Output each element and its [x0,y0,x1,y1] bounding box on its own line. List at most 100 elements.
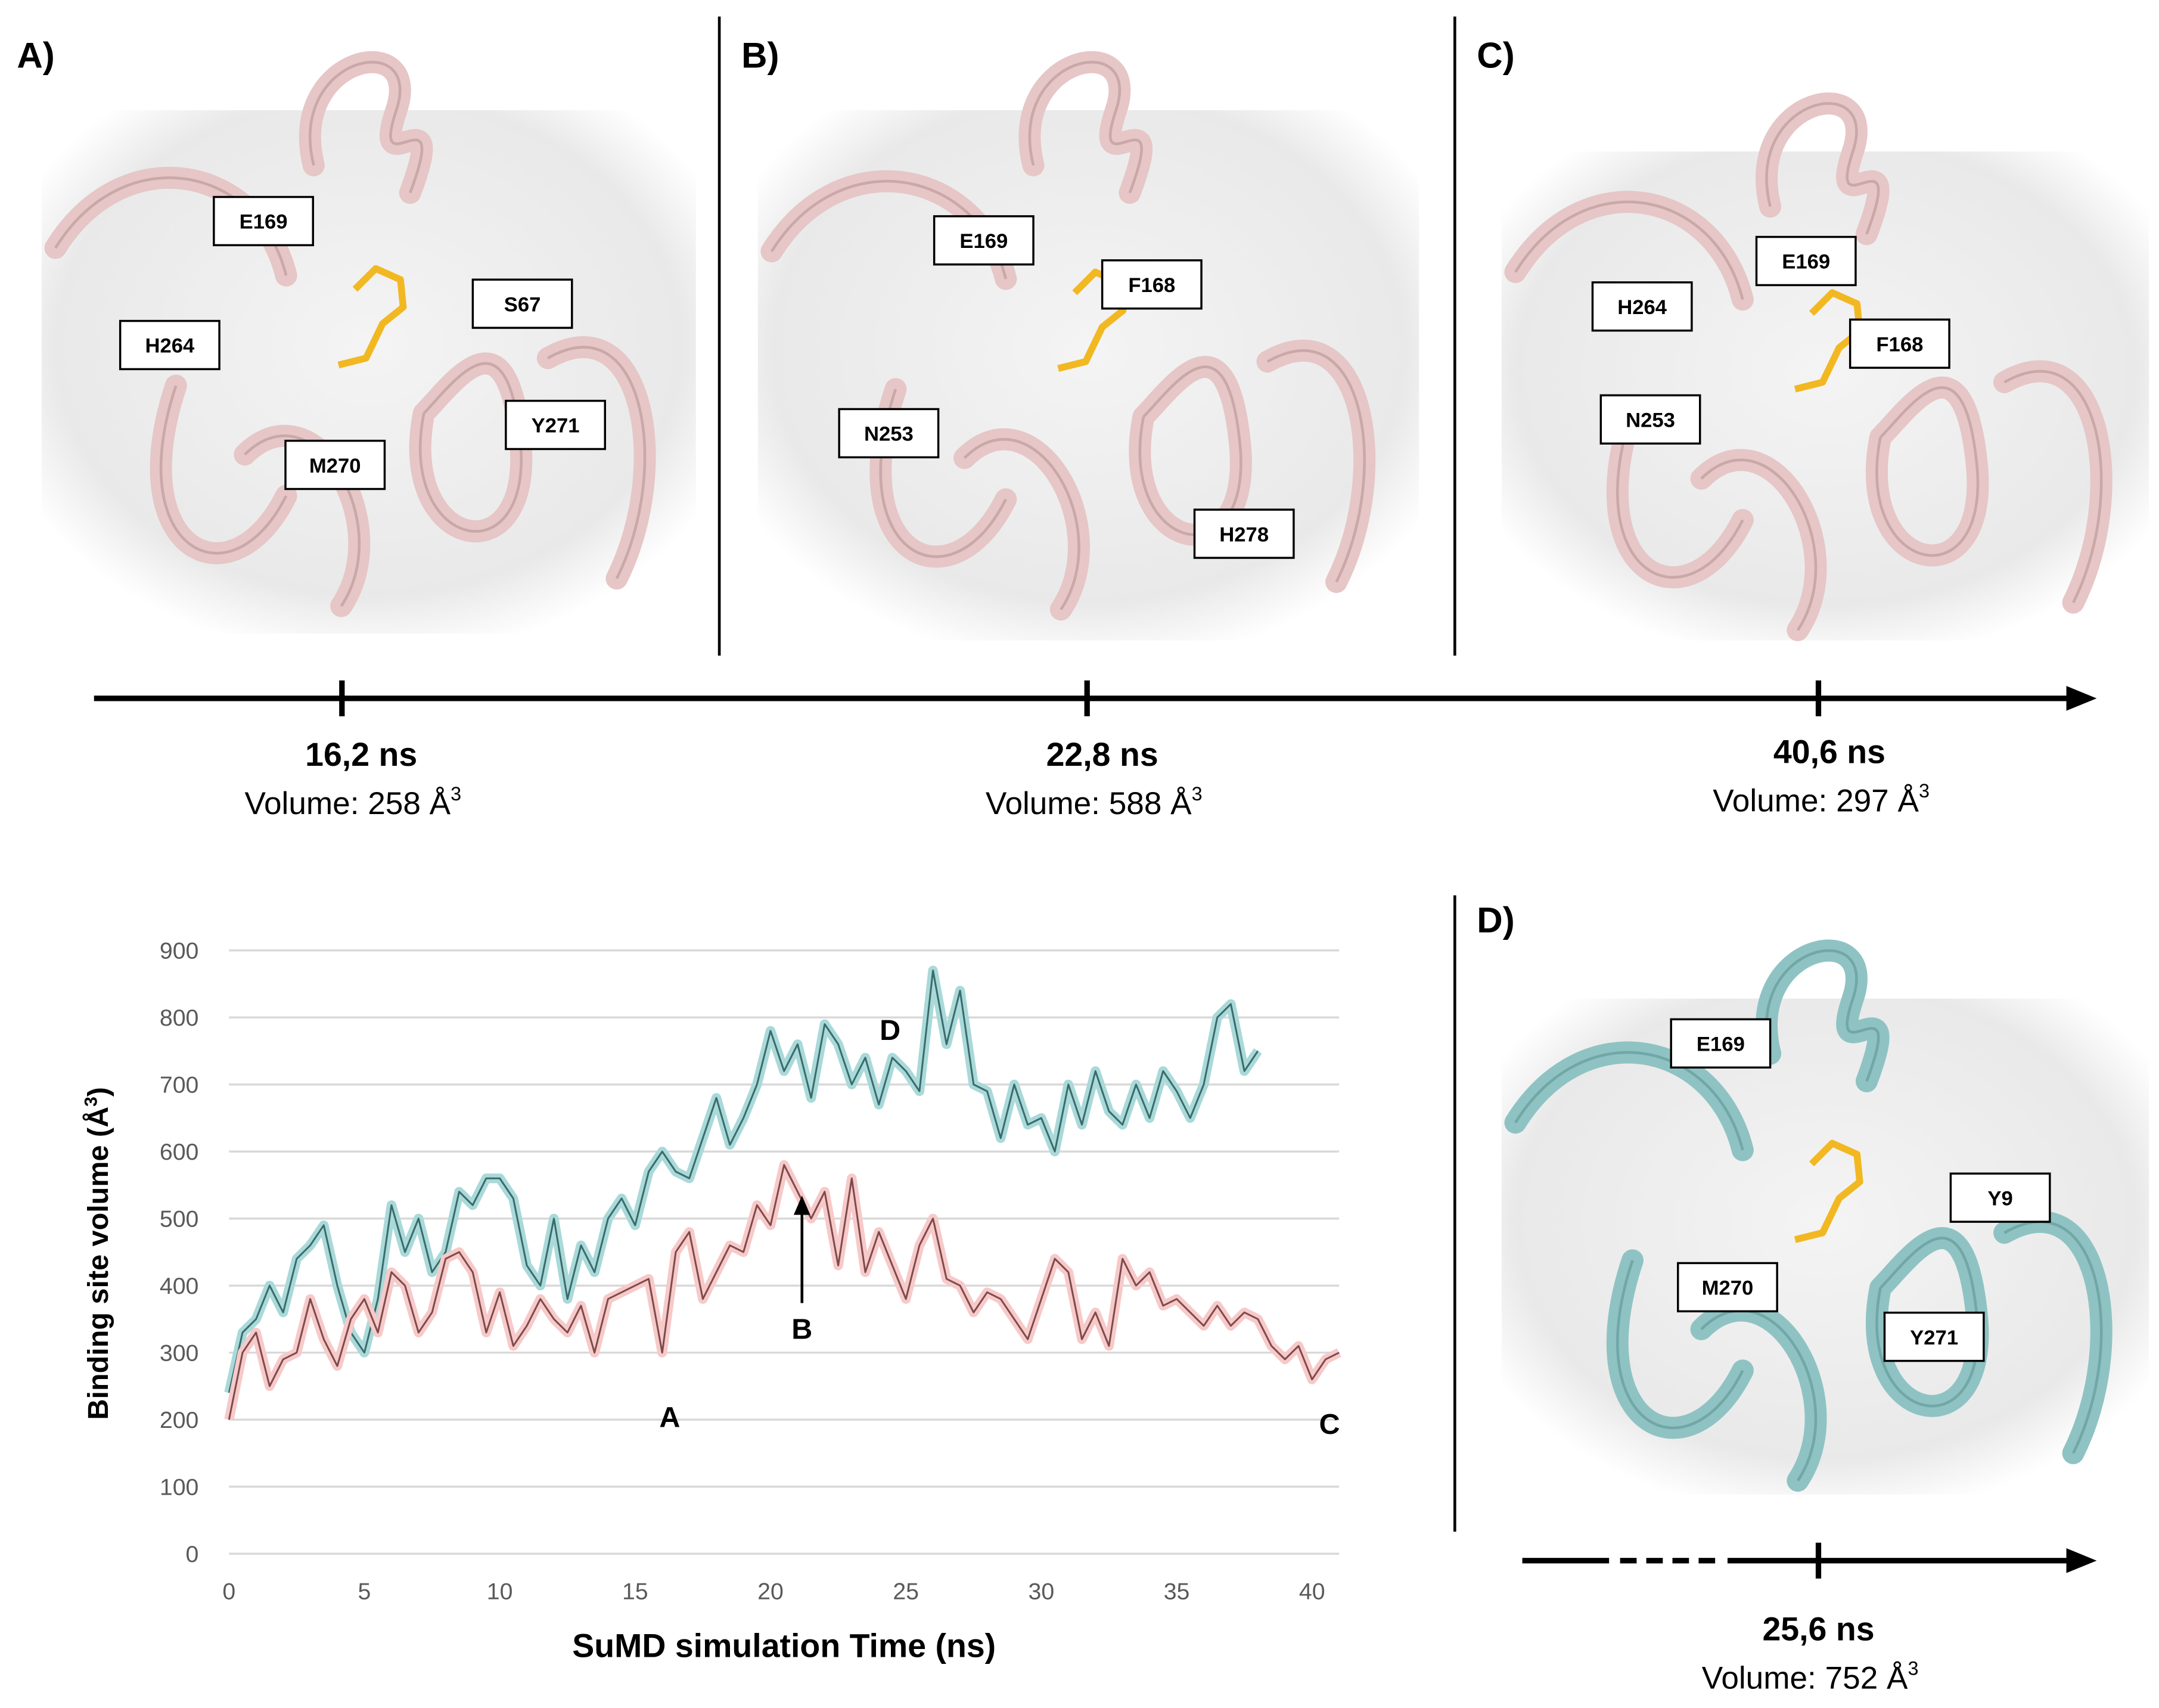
time-label: 25,6 ns [1762,1611,1874,1648]
residue-box [838,408,940,459]
residue-box [471,278,573,329]
residue-label: S67 [504,293,541,316]
volume-exponent: 3 [1919,780,1930,802]
ligand [1794,1139,1863,1243]
y-axis-title-end: ) [82,1087,114,1097]
residue-label: F168 [1876,333,1923,356]
y-tick-label: 700 [160,1072,199,1098]
residue-box [1101,259,1203,310]
y-tick-label: 500 [160,1206,199,1232]
residue-label: H264 [145,335,195,358]
residue-box [1755,235,1857,287]
volume-label: Volume: 258 Å3 [244,783,461,821]
time-label: 22,8 ns [1046,736,1158,773]
y-tick-label: 400 [160,1273,199,1299]
y-tick-label: 600 [160,1139,199,1165]
line [228,1164,1340,1420]
residue-box [1677,1262,1778,1313]
residue-label: Y271 [1910,1327,1958,1349]
ribbon-edge [159,385,288,555]
x-tick-label: 40 [1299,1578,1325,1604]
y-tick-label: 0 [186,1541,199,1567]
residue-label: H264 [1617,296,1667,319]
ribbon-edge [419,362,523,533]
panel-label: C) [1477,35,1514,75]
residue-box [1849,318,1950,369]
y-tick-label: 100 [160,1474,199,1501]
x-tick-label: 20 [757,1578,784,1604]
annotation: C [1319,1408,1340,1440]
time-label: 16,2 ns [305,736,417,773]
ligand [337,265,407,369]
x-axis-title: SuMD simulation Time (ns) [572,1627,996,1664]
x-tick-label: 5 [358,1578,371,1604]
annotation: B [791,1313,812,1346]
membrane-background [1501,998,2149,1495]
membrane-background [41,110,696,634]
residue-box [1599,394,1701,445]
panel-label: A) [17,35,54,75]
x-tick-label: 15 [622,1578,648,1604]
timeline-arrow [2066,686,2097,711]
volume-label: Volume: 297 Å3 [1713,780,1930,818]
residue-label: M270 [1702,1277,1754,1300]
ribbon-edge [1138,365,1242,536]
y-tick-label: 300 [160,1340,199,1367]
residue-box [505,399,606,451]
residue-box [284,439,386,490]
timeline-arrow [2066,1548,2097,1573]
volume-label: Volume: 588 Å3 [986,783,1203,821]
volume-text: Volume: 752 Å [1702,1661,1908,1696]
residue-label: F168 [1128,274,1175,297]
y-axis-title: Binding site volume (Å3) [81,1087,114,1420]
y-tick-label: 200 [160,1407,199,1433]
residue-label: H278 [1219,523,1269,546]
panel-label: D) [1477,900,1514,940]
annotation: A [659,1401,680,1433]
volume-exponent: 3 [1192,783,1203,805]
residue-label: Y271 [532,415,580,437]
ribbon-edge [1875,386,1980,557]
x-tick-label: 0 [222,1578,235,1604]
y-axis-title-exp: 3 [81,1097,101,1107]
x-tick-label: 10 [487,1578,513,1604]
volume-text: Volume: 258 Å [244,786,451,821]
volume-label: Volume: 752 Å3 [1702,1658,1919,1696]
ribbon-edge [1514,200,1744,300]
ribbon-edge [1028,61,1143,194]
x-tick-label: 25 [893,1578,919,1604]
residue-label: N253 [864,423,914,446]
ribbon-edge [1700,458,1818,631]
residue-box [119,319,220,371]
line [228,970,1259,1393]
ribbon-edge [1765,949,1880,1082]
y-tick-label: 800 [160,1005,199,1031]
membrane-background [1501,151,2149,641]
residue-label: M270 [309,455,361,477]
residue-label: N253 [1626,409,1675,432]
ribbon-edge [1266,349,1366,583]
membrane-background [757,110,1419,641]
panel-label: B) [741,35,779,75]
ribbon-edge [2003,369,2103,604]
ligand [1057,268,1127,372]
ribbon-edge [1616,1260,1744,1430]
ribbon-edge [547,346,647,579]
residue-box [1193,508,1295,559]
residue-box [933,215,1035,266]
x-tick-label: 30 [1029,1578,1055,1604]
volume-text: Volume: 588 Å [986,786,1192,821]
ribbon-edge [1514,1051,1744,1151]
residue-label: E169 [1782,251,1830,274]
ribbon-edge [1765,102,1880,235]
annotation-arrowhead [793,1195,810,1215]
volume-exponent: 3 [1908,1658,1918,1679]
x-tick-label: 35 [1164,1578,1190,1604]
residue-label: E169 [1697,1033,1745,1056]
residue-box [1883,1311,1985,1362]
residue-label: Y9 [1987,1187,2012,1210]
ribbon-edge [963,437,1080,611]
ribbon-edge [1616,409,1744,579]
residue-box [213,195,315,247]
